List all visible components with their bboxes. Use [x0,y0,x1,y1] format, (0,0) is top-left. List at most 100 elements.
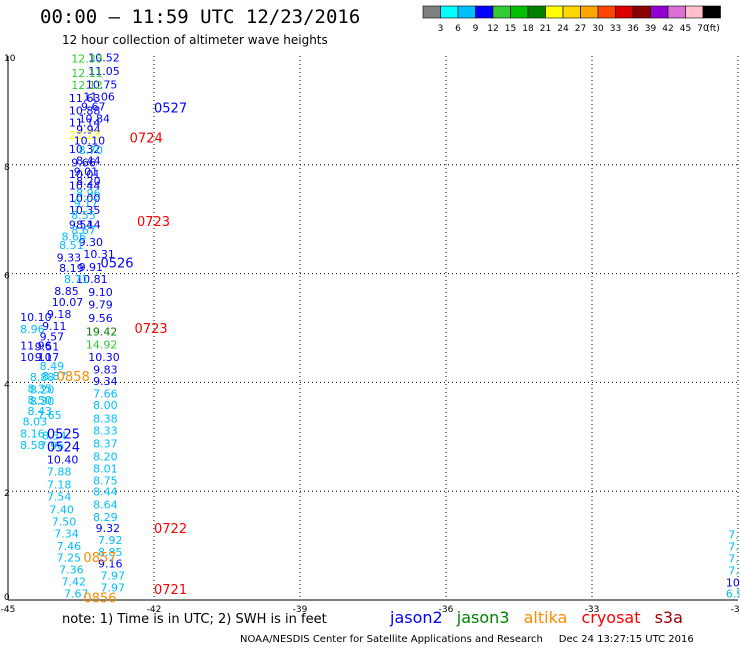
data-point-label: 8.66 [62,231,87,244]
data-point-label: 10.31 [83,248,115,261]
colorbar-swatch [702,5,721,19]
data-point-label: 7.88 [47,466,72,479]
legend-item-s3a: s3a [654,608,683,627]
pass-time-label: 0722 [154,522,187,537]
data-point-label: 7.42 [62,576,87,589]
data-point-label: 7.65 [37,409,62,422]
colorbar-tick-label: 15 [505,24,516,34]
data-point-label: 10.10 [74,134,106,147]
data-point-label: 8.71 [64,273,89,286]
data-point-label: 9.17 [35,351,60,364]
data-point-label: 9.10 [88,286,113,299]
data-point-label: 8.51 [59,239,84,252]
data-point-label: 9.11 [42,320,67,333]
pass-time-label: 0858 [57,370,90,385]
data-point-label: 8.85 [54,285,79,298]
data-point-label: 9.94 [76,123,101,136]
data-point-label: 7.54 [47,491,72,504]
colorbar-tick-label: 33 [610,24,621,34]
data-point-label: 11.96 [20,339,51,352]
credit-line: NOAA/NESDIS Center for Satellite Applica… [240,634,694,645]
colorbar-tick-label: 3 [438,24,444,34]
data-point-label: 8.20 [76,175,101,188]
chart-title: 00:00 – 11:59 UTC 12/23/2016 [40,6,361,28]
data-point-label: 7.50 [52,516,77,529]
data-point-label: 8.43 [27,405,52,418]
x-tick-label: -45 [1,605,16,615]
pass-time-label: 0527 [154,102,187,117]
data-point-label: 8.01 [93,462,118,475]
legend-item-jason2: jason2 [390,608,443,627]
pass-time-label: 0856 [83,591,116,606]
data-point-label: 10.88 [69,104,101,117]
data-point-label: 9.16 [98,558,123,571]
pass-time-label: 0723 [137,215,170,230]
legend-item-altika: altika [523,608,568,627]
data-point-label: 8.70 [79,144,104,157]
data-point-label: 9.91 [79,261,104,274]
data-point-label: 10.81 [76,273,108,286]
data-point-label: 7.96 [40,440,64,453]
y-tick-label: 8 [4,163,10,173]
footnote: note: 1) Time is in UTC; 2) SWH is in fe… [62,612,327,627]
data-point-label: 7.25 [57,552,82,565]
data-point-label: 10.10 [20,351,51,364]
data-point-label: 10.00 [69,192,101,205]
data-point-label: 9.57 [40,331,64,344]
colorbar-tick-label: 70 [697,24,709,34]
pass-time-label: 0724 [130,132,163,147]
x-tick-label: -30 [731,605,740,615]
data-point-label: 12.12 [71,79,103,92]
data-point-label: 9.32 [96,522,121,535]
x-tick-label: -33 [585,605,600,615]
data-point-label: 10.32 [69,143,101,156]
y-tick-label: 0 [4,593,10,603]
data-point-label: 8.44 [93,486,118,499]
data-point-label: 8.16 [20,428,44,441]
pass-time-label: 0721 [154,583,187,598]
data-point-label: 8.00 [93,399,118,412]
data-point-label: 8.03 [23,416,47,429]
pass-time-label: 0526 [100,257,133,272]
colorbar-tick-label: 12 [487,24,498,34]
data-point-label: 7. [728,541,739,554]
data-point-label: 9.54 [69,219,94,232]
data-point-label: 7. [728,553,739,566]
data-point-label: 10.01 [69,168,101,181]
data-point-label: 9.01 [74,165,99,178]
pass-time-label: 0723 [135,322,168,337]
data-point-label: 9.83 [93,363,118,376]
x-tick-label: -36 [439,605,454,615]
colorbar: 3 6 9 12 15 18 21 24 27 30 33 36 39 42 45 70(ft) [422,5,721,34]
data-point-label: 7.46 [57,540,82,553]
data-point-label: 8.96 [76,187,101,200]
data-point-label: 10.84 [79,113,111,126]
data-point-label: 9.33 [57,251,82,264]
pass-time-label: 0525 [47,428,80,443]
data-point-label: 10.40 [47,454,79,467]
data-point-label: 7.92 [98,534,123,547]
x-tick-label: -42 [147,605,162,615]
data-point-label: 8.14 [76,219,101,232]
data-point-label: 7.2 [728,565,740,578]
y-tick-label: 10 [4,54,16,64]
colorbar-unit: (ft) [706,24,720,34]
colorbar-tick-label: 21 [540,24,551,34]
data-point-label: 8.19 [59,262,84,275]
data-point-label: 7.97 [100,570,125,583]
data-point-label: 11.63 [69,92,101,105]
data-point-label: 19.42 [86,325,118,338]
data-point-label: 12.33 [71,53,103,66]
colorbar-tick-label: 30 [592,24,604,34]
data-point-label: 9.56 [88,312,113,325]
data-point-label: 10.10 [20,311,51,324]
x-tick-label: -39 [293,605,308,615]
data-point-label: 8.44 [76,154,101,167]
data-point-label: 9.17 [74,197,99,210]
y-tick-label: 4 [4,380,10,390]
data-point-label: 10.44 [69,179,101,192]
data-point-label: 9.79 [88,299,113,312]
colorbar-tick-label: 18 [522,24,534,34]
data-point-label: 8.34 [42,430,67,443]
